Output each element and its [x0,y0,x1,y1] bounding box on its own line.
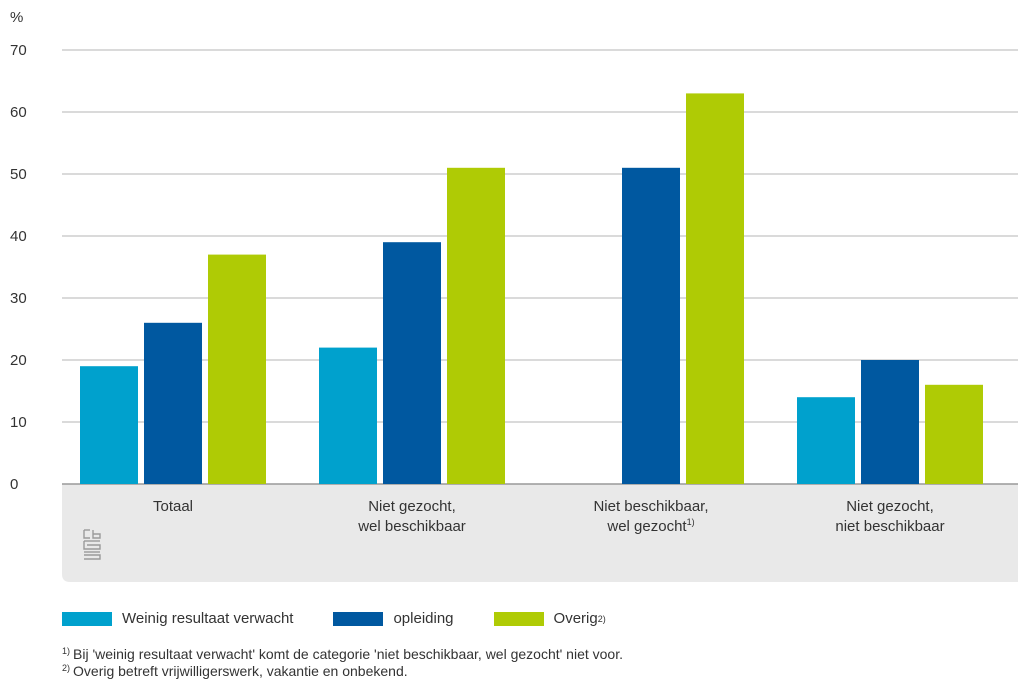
legend-swatch [333,611,384,626]
cbs-logo-icon [83,529,101,560]
y-tick-label: 30 [10,290,27,307]
category-label-line: Niet gezocht, [368,498,456,515]
category-label: Niet beschikbaar, wel gezocht1) [593,498,708,535]
y-tick-label: 40 [10,228,27,245]
legend-swatch [62,611,112,626]
bar-overig [686,93,744,485]
bar-chart: 0 10 20 30 40 50 60 70% Totaal Niet gezocht, wel b… [10,9,1018,582]
y-tick-label: 10 [10,414,27,431]
legend: Weinig resultaat verwacht opleiding Over… [62,610,646,627]
footnote-marker: 2) [62,663,71,673]
y-tick-label: 60 [10,104,27,121]
category-label: Totaal [153,498,193,515]
legend-label: opleiding [393,610,454,627]
y-tick-label: 70 [10,42,27,59]
legend-footnote-marker: 2) [597,613,606,624]
footnote-2: 2) Overig betreft vrijwilligerswerk, vaka… [62,661,623,678]
legend-item-overig: Overig 2) [493,610,606,627]
category-label: Niet gezocht, wel beschikbaar [357,498,466,535]
category-label: Niet gezocht, niet beschikbaar [835,498,944,535]
footnotes: 1) Bij 'weinig resultaat verwacht' komt d… [62,644,623,678]
legend-label: Overig [553,610,598,627]
category-label-line: wel beschikbaar [357,518,466,535]
category-label-line: niet beschikbaar [835,518,944,535]
category-label-line: Niet gezocht, [846,498,934,515]
bar-opleiding [861,360,919,484]
bar-overig [447,167,505,485]
legend-label: Weinig resultaat verwacht [122,610,294,627]
bar-weinig-resultaat-verwacht [80,366,138,484]
category-band [62,484,1018,582]
bar-overig [925,384,983,484]
y-tick-label: 20 [10,352,27,369]
y-tick-label: 0 [10,476,18,493]
bar-weinig-resultaat-verwacht [319,347,377,484]
footnote-1: 1) Bij 'weinig resultaat verwacht' komt d… [62,644,623,661]
footnote-text: Overig betreft vrijwilligerswerk, vakant… [73,663,408,679]
bar-opleiding [622,167,680,485]
category-label-line: Totaal [153,498,193,515]
legend-swatch [493,611,544,626]
bar-overig [208,254,266,484]
footnote-marker: 1) [62,646,71,656]
bar-opleiding [383,242,441,484]
y-axis-unit: % [10,9,23,26]
category-label-line: Niet beschikbaar, [593,498,708,515]
category-label-line: wel gezocht1) [606,517,694,535]
legend-item-opleiding: opleiding [333,610,454,627]
footnote-text: Bij 'weinig resultaat verwacht' komt de … [73,646,623,662]
legend-item-weinig-resultaat: Weinig resultaat verwacht [62,610,293,627]
category-footnote-marker: 1) [687,517,695,527]
bar-weinig-resultaat-verwacht [797,397,855,484]
y-tick-label: 50 [10,166,27,183]
bar-opleiding [144,322,202,484]
